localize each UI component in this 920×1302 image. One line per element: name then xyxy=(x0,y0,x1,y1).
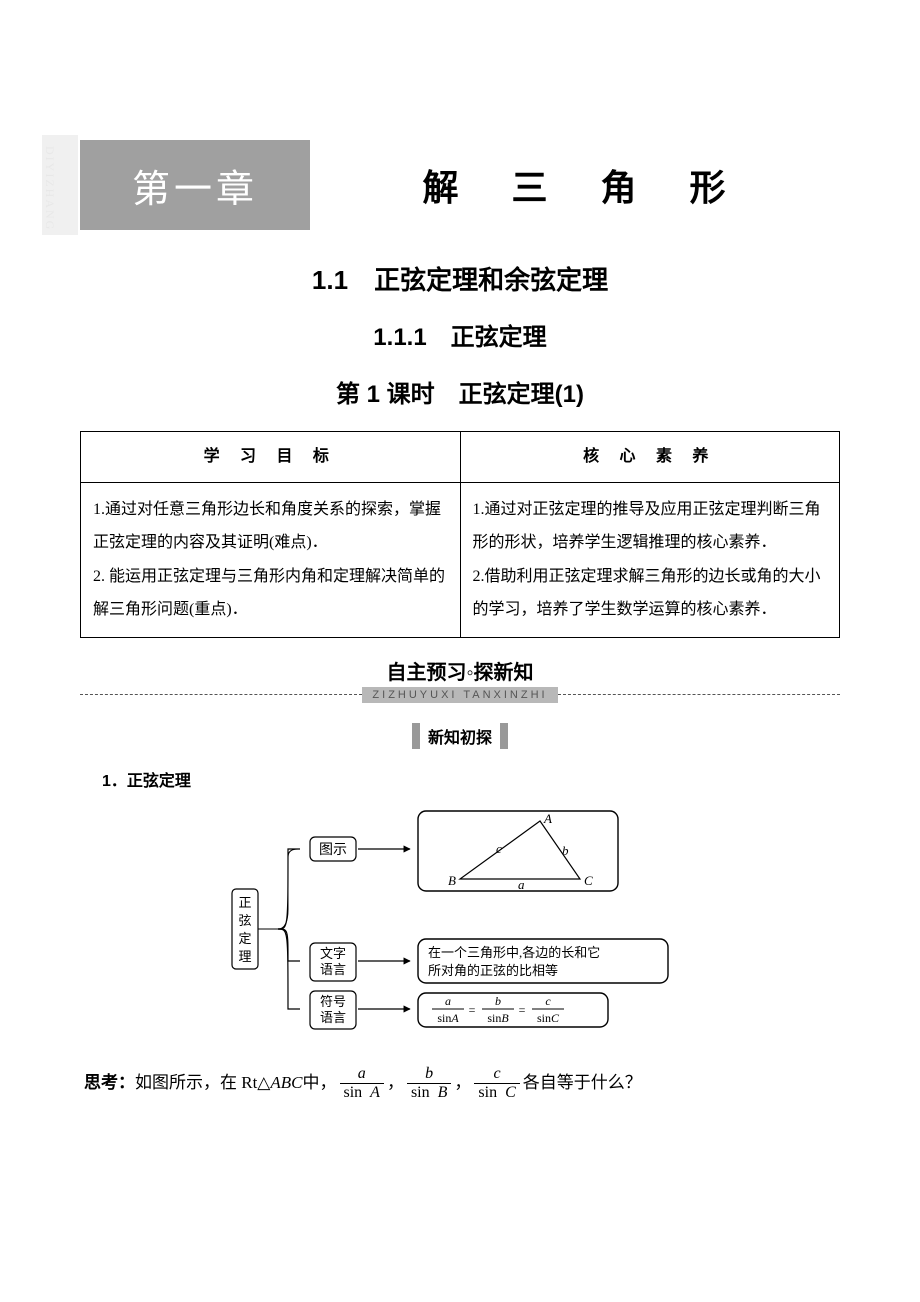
svg-text:sinA: sinA xyxy=(437,1011,459,1025)
diagram-root-char4: 理 xyxy=(238,949,251,964)
think-suffix: 各自等于什么？ xyxy=(523,1066,642,1100)
triangle-side-c: c xyxy=(496,841,502,856)
triangle-side-b: b xyxy=(562,843,569,858)
diagram-root-char2: 弦 xyxy=(238,913,251,928)
think-mid: 中， xyxy=(303,1066,337,1100)
branch-text-2-line2: 所对角的正弦的比相等 xyxy=(428,963,558,978)
branch-label-1: 图示 xyxy=(319,843,347,858)
goals-header-1: 学 习 目 标 xyxy=(81,432,461,483)
dashed-line-right xyxy=(558,694,840,695)
chapter-number: 第一章 xyxy=(80,140,310,230)
triangle-vertex-a: A xyxy=(543,811,552,826)
svg-text:a: a xyxy=(445,994,451,1008)
topic-heading: 1．正弦定理 xyxy=(102,767,840,791)
subsection-title: 1.1.1 正弦定理 xyxy=(80,317,840,352)
section-title: 1.1 正弦定理和余弦定理 xyxy=(80,260,840,297)
concept-diagram: 正 弦 定 理 图示 A B C c b a 文字 xyxy=(80,809,840,1039)
diagram-root-char3: 定 xyxy=(238,931,251,946)
sep-2: ， xyxy=(454,1066,471,1100)
dashed-line-left xyxy=(80,694,362,695)
goals-table: 学 习 目 标 核 心 素 养 1.通过对任意三角形边长和角度关系的探索，掌握正… xyxy=(80,431,840,638)
svg-text:=: = xyxy=(469,1003,476,1017)
think-abc: ABC xyxy=(270,1066,302,1100)
fraction-3: c sin C xyxy=(474,1065,519,1101)
diagram-root-char1: 正 xyxy=(238,895,251,910)
fraction-2: b sin B xyxy=(407,1065,451,1101)
branch-text-2-line1: 在一个三角形中,各边的长和它 xyxy=(428,945,600,960)
banner: 自主预习◦探新知 xyxy=(80,656,840,685)
banner-pinyin-row: ZIZHUYUXI TANXINZHI xyxy=(80,687,840,703)
banner-sep: ◦ xyxy=(466,662,473,684)
lesson-title: 第 1 课时 正弦定理(1) xyxy=(80,374,840,409)
svg-text:sinB: sinB xyxy=(487,1011,509,1025)
svg-text:sinC: sinC xyxy=(537,1011,560,1025)
sep-1: ， xyxy=(387,1066,404,1100)
think-label: 思考： xyxy=(84,1066,135,1100)
branch-label-2b: 语言 xyxy=(320,962,346,977)
side-label: DIYIZHANG xyxy=(42,135,78,235)
goals-header-2: 核 心 素 养 xyxy=(460,432,840,483)
table-row: 1.通过对任意三角形边长和角度关系的探索，掌握正弦定理的内容及其证明(难点)． … xyxy=(81,482,840,637)
svg-text:c: c xyxy=(545,994,551,1008)
think-prefix: 如图所示，在 Rt△ xyxy=(135,1066,270,1100)
svg-text:b: b xyxy=(495,994,501,1008)
banner-right: 探新知 xyxy=(474,662,534,684)
sub-banner-row: 新知初探 xyxy=(80,723,840,749)
chapter-title: 解 三 角 形 xyxy=(310,140,840,230)
chapter-header: DIYIZHANG 第一章 解 三 角 形 xyxy=(80,140,840,230)
triangle-vertex-b: B xyxy=(448,873,456,888)
goals-cell-right: 1.通过对正弦定理的推导及应用正弦定理判断三角形的形状，培养学生逻辑推理的核心素… xyxy=(460,482,840,637)
svg-text:=: = xyxy=(519,1003,526,1017)
triangle-vertex-c: C xyxy=(584,873,593,888)
sub-banner: 新知初探 xyxy=(412,723,508,749)
branch-label-3b: 语言 xyxy=(320,1010,346,1025)
diagram-svg: 正 弦 定 理 图示 A B C c b a 文字 xyxy=(200,809,720,1039)
triangle-side-a: a xyxy=(518,877,525,892)
branch-label-3a: 符号 xyxy=(320,994,346,1009)
branch-label-2a: 文字 xyxy=(320,946,346,961)
banner-left: 自主预习 xyxy=(386,662,466,684)
goals-cell-left: 1.通过对任意三角形边长和角度关系的探索，掌握正弦定理的内容及其证明(难点)． … xyxy=(81,482,461,637)
fraction-1: a sin A xyxy=(340,1065,384,1101)
banner-pinyin: ZIZHUYUXI TANXINZHI xyxy=(362,687,557,703)
think-paragraph: 思考： 如图所示，在 Rt△ABC 中， a sin A ， b sin B ，… xyxy=(84,1065,836,1101)
